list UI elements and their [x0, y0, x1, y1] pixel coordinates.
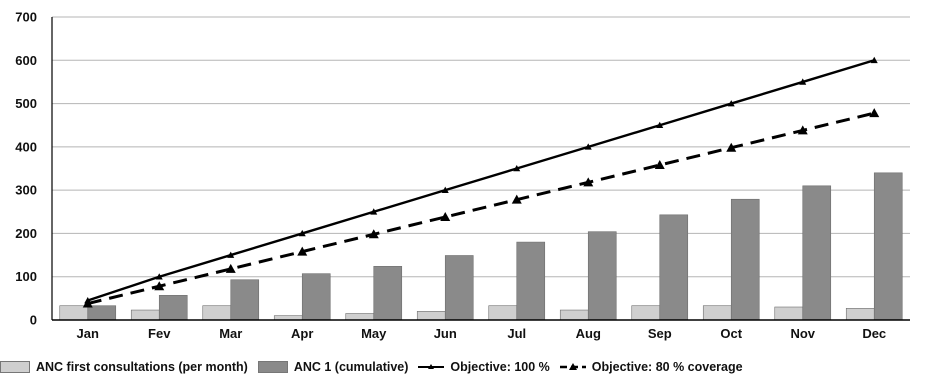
bar-s0-jun [416, 311, 446, 321]
x-tick-label-8: Sep [648, 326, 672, 341]
gridlines [52, 16, 910, 278]
line-point-1-jul [511, 194, 522, 204]
x-tick-label-11: Dec [862, 326, 886, 341]
bar-s1-dec [873, 172, 903, 321]
x-tick-label-4: May [361, 326, 387, 341]
x-tick-label-6: Jul [507, 326, 526, 341]
line-point-1-dec [869, 108, 880, 118]
legend-item-objective-80: Objective: 80 % coverage [559, 360, 743, 374]
line-series [82, 56, 880, 308]
bar-series [59, 172, 903, 321]
line-point-1-fev [154, 281, 165, 291]
x-tick-label-7: Aug [576, 326, 601, 341]
bar-s1-jul [516, 241, 546, 321]
line-series-1 [87, 111, 875, 306]
bar-s0-jan [59, 305, 89, 321]
bar-s1-jun [444, 255, 474, 321]
line-point-0-fev [155, 273, 163, 280]
line-point-1-jun [440, 211, 451, 221]
legend-item-objective-100: Objective: 100 % [418, 360, 550, 374]
bar-s1-oct [730, 198, 760, 321]
x-tick-label-10: Nov [790, 326, 815, 341]
x-axis-ticks: Jan Fev Mar Apr May Jun Jul Aug Sep Oct Nov Dec [77, 326, 887, 341]
bar-s0-oct [702, 305, 732, 321]
line-point-1-mar [225, 263, 236, 273]
bar-s0-sep [631, 305, 661, 321]
y-tick-label-2: 200 [15, 226, 37, 241]
legend-swatch-cumulative [257, 361, 288, 373]
bar-s0-fev [130, 309, 160, 321]
line-point-1-apr [297, 246, 308, 256]
line-point-0-nov [799, 78, 807, 85]
bar-s0-mar [202, 305, 232, 321]
line-point-0-may [370, 208, 378, 215]
y-tick-label-4: 400 [15, 139, 37, 154]
line-point-0-sep [656, 121, 664, 129]
line-point-0-jun [441, 186, 449, 193]
bar-s1-sep [659, 214, 689, 321]
line-point-1-aug [583, 177, 594, 187]
y-axis-ticks: 0 100 200 300 400 500 600 700 [15, 10, 37, 328]
legend-line-solid-icon [418, 364, 445, 369]
y-tick-label-3: 300 [15, 183, 37, 198]
bar-s1-jan [87, 305, 117, 321]
y-tick-label-7: 700 [15, 10, 37, 25]
x-tick-label-0: Jan [77, 326, 99, 341]
bar-s0-aug [559, 309, 589, 321]
x-tick-label-3: Apr [291, 326, 313, 341]
legend-label-objective-80: Objective: 80 % coverage [591, 360, 743, 374]
legend-item-monthly: ANC first consultations (per month) [0, 360, 248, 374]
legend-swatch-monthly [0, 361, 30, 373]
bar-s0-nov [774, 306, 804, 321]
line-point-0-dec [870, 56, 878, 64]
line-point-0-mar [227, 251, 235, 258]
legend-item-cumulative: ANC 1 (cumulative) [257, 360, 409, 374]
bar-s1-mar [230, 279, 260, 321]
bar-s0-jul [488, 305, 518, 321]
line-point-0-aug [584, 143, 592, 150]
line-point-1-oct [726, 142, 737, 152]
legend-label-objective-100: Objective: 100 % [450, 360, 550, 374]
x-tick-label-2: Mar [219, 326, 242, 341]
x-tick-label-1: Fev [148, 326, 171, 341]
line-point-1-sep [654, 160, 665, 170]
legend-label-cumulative: ANC 1 (cumulative) [293, 360, 409, 374]
bar-s1-fev [158, 295, 188, 321]
bar-s1-nov [802, 185, 832, 321]
bar-s0-dec [845, 308, 875, 321]
chart-svg: 0 100 200 300 400 500 600 700 Jan Fev Mar Apr May Ju… [15, 10, 910, 341]
x-tick-label-5: Jun [434, 326, 457, 341]
bar-s1-apr [301, 273, 331, 321]
line-point-0-oct [727, 100, 735, 107]
bar-s1-aug [587, 231, 617, 321]
legend-line-dashed-icon [559, 363, 586, 370]
y-tick-label-6: 600 [15, 53, 37, 68]
y-tick-label-0: 0 [30, 313, 37, 328]
bar-s0-may [345, 313, 375, 321]
line-point-1-jan [82, 298, 93, 308]
legend: ANC first consultations (per month) ANC … [0, 358, 926, 376]
bar-s1-may [373, 266, 403, 321]
line-series-0 [87, 59, 875, 302]
legend-label-monthly: ANC first consultations (per month) [36, 360, 248, 374]
y-tick-label-5: 500 [15, 96, 37, 111]
line-point-0-jul [513, 165, 521, 172]
x-tick-label-9: Oct [720, 326, 742, 341]
line-point-1-may [368, 229, 379, 239]
y-tick-label-1: 100 [15, 269, 37, 284]
line-point-0-apr [298, 229, 306, 237]
line-point-1-nov [797, 125, 808, 135]
